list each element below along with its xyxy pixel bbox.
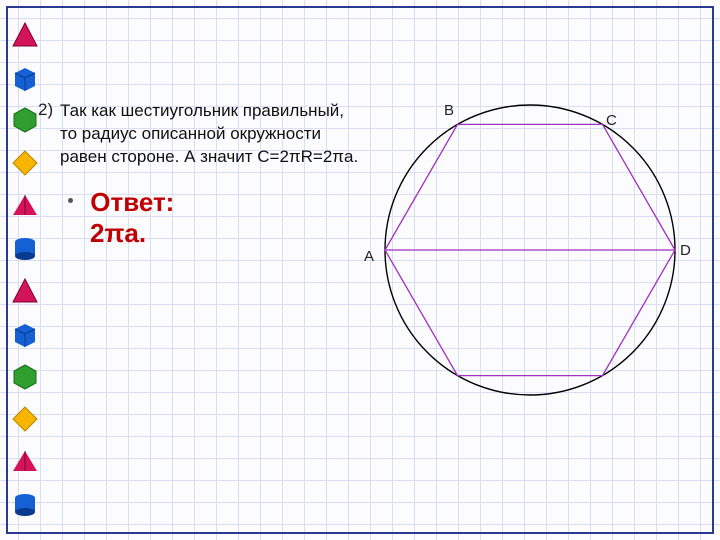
decor-hexagon-icon (10, 362, 40, 392)
decorative-shapes-column (10, 20, 46, 520)
hexagon-circle-diagram: A B C D (370, 90, 690, 410)
decor-cylinder-icon (10, 234, 40, 264)
decor-cube-icon (10, 63, 40, 93)
decor-hexagon-icon (10, 105, 40, 135)
vertex-label-a: A (364, 248, 374, 265)
vertex-label-d: D (680, 242, 691, 259)
text-content: 2) Так как шестиугольник правильный, то … (60, 100, 360, 249)
decor-pyramid-icon (10, 447, 40, 477)
decor-cylinder-icon (10, 490, 40, 520)
decor-triangle-icon (10, 20, 40, 50)
vertex-label-b: B (444, 102, 454, 119)
decor-pyramid-icon (10, 191, 40, 221)
answer-label: Ответ: (90, 187, 174, 217)
explanation-text: Так как шестиугольник правильный, то рад… (60, 100, 360, 169)
decor-triangle-icon (10, 276, 40, 306)
decor-diamond-icon (10, 148, 40, 178)
answer-value: 2πa. (90, 218, 146, 248)
bullet-icon (68, 198, 73, 203)
decor-diamond-icon (10, 404, 40, 434)
answer-block: Ответ: 2πa. (68, 187, 360, 249)
vertex-label-c: C (606, 112, 617, 129)
decor-cube-icon (10, 319, 40, 349)
item-number: 2) (38, 100, 53, 120)
diagram-svg (370, 90, 690, 410)
